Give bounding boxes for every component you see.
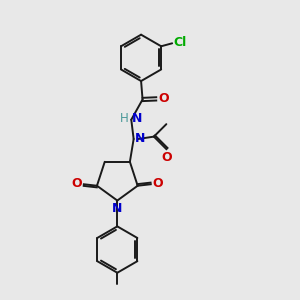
Text: Cl: Cl [174,36,187,49]
Text: H: H [120,112,128,125]
Text: N: N [112,202,122,215]
Text: N: N [132,112,142,125]
Text: O: O [158,92,169,105]
Text: O: O [71,177,82,190]
Text: O: O [152,177,163,190]
Text: N: N [134,132,145,145]
Text: O: O [161,151,172,164]
